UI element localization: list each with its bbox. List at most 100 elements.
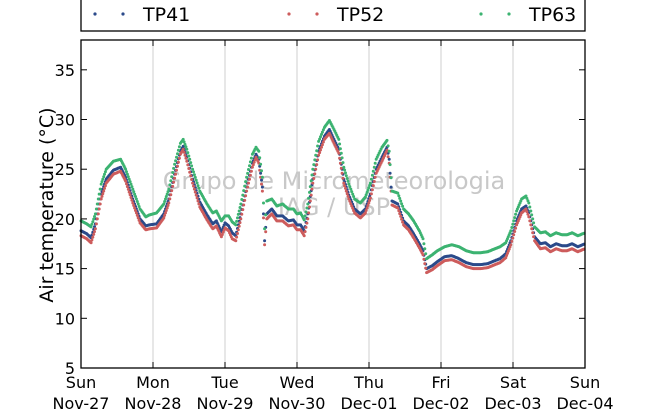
- point: [125, 185, 129, 189]
- point: [174, 159, 178, 163]
- point: [128, 193, 132, 197]
- point: [235, 235, 239, 239]
- point: [98, 187, 102, 191]
- point: [133, 192, 137, 196]
- point: [165, 192, 169, 196]
- plot-frame: [80, 39, 586, 369]
- point: [396, 202, 400, 206]
- point: [133, 206, 137, 210]
- point: [348, 185, 352, 189]
- point: [98, 202, 102, 206]
- point: [351, 192, 355, 196]
- point: [367, 186, 371, 190]
- point: [236, 216, 239, 220]
- point: [263, 239, 267, 243]
- point: [373, 161, 377, 165]
- point: [93, 215, 96, 218]
- point: [245, 175, 249, 179]
- point: [246, 171, 250, 175]
- point: [242, 189, 246, 193]
- point: [171, 184, 175, 188]
- point: [242, 203, 246, 207]
- point: [421, 253, 425, 257]
- point: [184, 145, 188, 149]
- point: [349, 202, 353, 206]
- point: [527, 201, 531, 205]
- point: [396, 191, 400, 195]
- point: [363, 211, 367, 215]
- point: [163, 200, 167, 203]
- point: [529, 223, 533, 227]
- point: [320, 143, 324, 147]
- point: [183, 142, 187, 146]
- y-tick-label: 5: [65, 359, 75, 378]
- point: [531, 217, 535, 221]
- x-tick-date: Nov-30: [269, 394, 326, 409]
- point: [259, 171, 263, 175]
- point: [100, 194, 104, 198]
- point: [400, 217, 404, 221]
- point: [338, 161, 342, 165]
- point: [172, 166, 176, 170]
- point: [386, 144, 390, 148]
- point: [340, 171, 344, 175]
- point: [130, 185, 134, 189]
- point: [103, 170, 107, 174]
- point: [247, 181, 250, 185]
- point: [422, 257, 426, 261]
- point: [243, 184, 247, 188]
- point: [321, 140, 325, 144]
- point: [166, 190, 170, 194]
- point: [94, 222, 98, 226]
- point: [163, 213, 167, 217]
- point: [305, 221, 309, 225]
- point: [177, 145, 181, 149]
- point: [388, 171, 392, 175]
- point: [235, 219, 239, 223]
- point: [181, 137, 185, 141]
- point: [96, 212, 100, 216]
- point: [370, 188, 374, 192]
- point: [310, 173, 314, 177]
- grid-lines: [152, 40, 514, 368]
- point: [398, 212, 402, 216]
- x-tick-labels: Sun Nov-27 Mon Nov-28 Tue Nov-29 Wed Nov-30 Thu D…: [53, 373, 614, 409]
- point: [525, 210, 529, 214]
- point: [341, 176, 345, 180]
- point: [264, 213, 268, 217]
- point: [100, 180, 104, 184]
- x-tick-day: Mon: [136, 373, 170, 392]
- point: [248, 177, 251, 181]
- point: [316, 144, 320, 148]
- point: [365, 206, 369, 210]
- point: [196, 199, 200, 203]
- point: [183, 153, 187, 157]
- point: [135, 200, 139, 203]
- point: [306, 202, 310, 206]
- point: [244, 194, 248, 198]
- point: [102, 175, 106, 179]
- legend-entry-TP52: TP52: [287, 4, 384, 26]
- point: [188, 170, 192, 174]
- point: [512, 233, 516, 237]
- point: [240, 198, 244, 201]
- point: [124, 179, 128, 183]
- point: [369, 177, 373, 181]
- legend: TP41 TP52 TP63: [80, 0, 586, 32]
- point: [168, 183, 172, 187]
- point: [191, 167, 195, 171]
- point: [337, 151, 341, 155]
- point: [89, 241, 93, 245]
- point: [249, 169, 253, 173]
- point: [192, 170, 195, 174]
- point: [252, 160, 256, 164]
- point: [177, 156, 181, 160]
- point: [337, 137, 341, 141]
- x-tick-date: Dec-03: [484, 394, 541, 409]
- point: [185, 159, 189, 163]
- point: [368, 199, 372, 202]
- point: [167, 187, 171, 191]
- point: [124, 167, 128, 171]
- point: [137, 218, 141, 222]
- legend-label: TP41: [142, 4, 190, 26]
